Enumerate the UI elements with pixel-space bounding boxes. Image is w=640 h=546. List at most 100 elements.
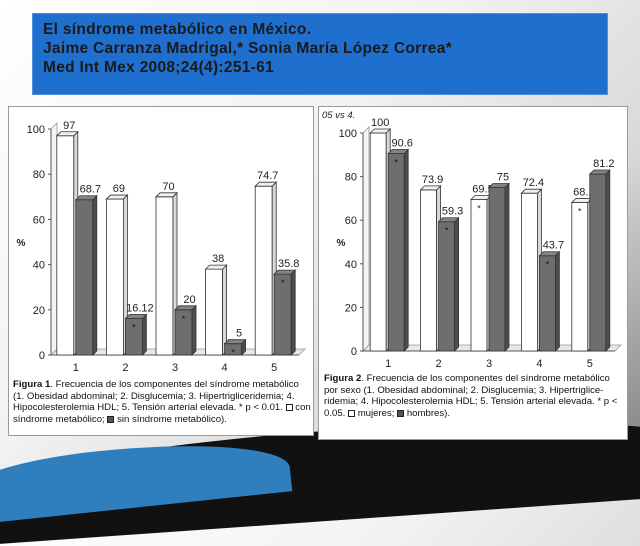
- bar-top: [254, 181, 278, 187]
- significance-asterisk: *: [546, 260, 550, 270]
- bar: [369, 132, 387, 352]
- bar-top: [387, 149, 410, 154]
- figure-1-legend-dark: sin síndrome metabólico).: [117, 413, 227, 425]
- bar: [438, 221, 455, 352]
- y-tick-label: 20: [33, 305, 45, 317]
- significance-asterisk: *: [182, 314, 186, 324]
- data-label: 20: [183, 294, 195, 306]
- bar-side: [222, 264, 227, 356]
- bar-side: [191, 304, 197, 356]
- legend-white-swatch: [285, 404, 293, 412]
- data-label: 43.7: [543, 240, 564, 252]
- data-label: 68.1: [573, 187, 594, 199]
- significance-asterisk: *: [394, 157, 398, 167]
- bar: [205, 268, 224, 356]
- bar-side: [290, 269, 296, 356]
- slide-title-box: El síndrome metabólico en México. Jaime …: [32, 13, 608, 95]
- data-label: 35.8: [278, 258, 299, 270]
- bar-top: [588, 169, 611, 175]
- data-label: 5: [236, 328, 242, 340]
- data-label: 97: [63, 120, 75, 132]
- figure-2-legend-white: mujeres;: [357, 407, 395, 419]
- bar-top: [105, 194, 129, 200]
- significance-asterisk: *: [578, 207, 582, 217]
- bar: [387, 153, 405, 352]
- x-tick-label: 4: [222, 362, 228, 374]
- bar-top: [520, 188, 543, 194]
- y-tick-label: 0: [351, 346, 357, 358]
- figure-2-caption-text: . Frecuencia de los componentes del sínd…: [324, 373, 618, 419]
- x-tick-label: 5: [271, 362, 277, 374]
- figure-2-legend-dark: hombres).: [406, 407, 451, 419]
- figure-1-caption: Figura 1. Frecuencia de los componentes …: [13, 379, 311, 425]
- significance-asterisk: *: [132, 323, 136, 333]
- bar-top: [124, 314, 148, 319]
- bar-side: [504, 182, 510, 352]
- bar: [106, 198, 124, 356]
- bar-top: [204, 264, 228, 270]
- data-label: 38: [212, 253, 224, 265]
- data-label: 16.12: [126, 303, 154, 315]
- title-line-3: Med Int Mex 2008;24(4):251-61: [43, 59, 274, 76]
- data-label: 70: [162, 181, 174, 193]
- data-label: 100: [371, 117, 389, 129]
- x-tick-label: 4: [536, 358, 542, 370]
- y-axis-label: %: [17, 238, 26, 249]
- title-line-1: El síndrome metabólico en México.: [43, 21, 312, 38]
- figure-2-top-note: 05 vs 4.: [322, 110, 356, 121]
- data-label: 75: [497, 172, 509, 184]
- data-label: 73.9: [422, 174, 443, 186]
- y-tick-label: 40: [345, 259, 357, 271]
- bar-side: [142, 313, 147, 356]
- bar: [488, 187, 506, 352]
- figure-1-caption-text: . Frecuencia de los componentes del sínd…: [13, 379, 299, 414]
- bar: [254, 185, 273, 356]
- data-label: 90.6: [391, 137, 412, 149]
- data-label: 81.2: [593, 158, 614, 170]
- bar-top: [174, 305, 197, 311]
- chart-side-wall: [50, 122, 58, 356]
- legend-dark-swatch: [107, 415, 115, 423]
- bar-top: [155, 192, 178, 198]
- y-tick-label: 80: [33, 169, 45, 181]
- data-label: 74.7: [257, 170, 278, 182]
- data-label: 72.4: [523, 177, 544, 189]
- legend-dark-swatch: [397, 409, 405, 417]
- figure-1-panel: 0 20 40 60 80 100% 1 97 68.7 2 69 16.12 * 3 70 20 * 4 38 5 *…: [8, 106, 314, 436]
- title-line-2: Jaime Carranza Madrigal,* Sonia María Ló…: [43, 40, 452, 57]
- bar-top: [223, 339, 247, 345]
- bar-side: [403, 148, 409, 352]
- figure-2-caption-title: Figura 2: [324, 373, 362, 384]
- y-tick-label: 60: [345, 215, 357, 227]
- figure-2-chart: 020406080100%110090.6*273.959.3*369.5*75…: [337, 117, 622, 370]
- bar-top: [538, 251, 561, 257]
- data-label: 69.5: [472, 183, 493, 195]
- bar-side: [555, 250, 560, 352]
- bar-top: [437, 217, 460, 223]
- data-label: 68.7: [80, 184, 101, 196]
- figure-1-legend-white: con síndrome metabólico;: [13, 402, 311, 425]
- bar-top: [369, 128, 392, 134]
- chart-side-wall: [362, 126, 370, 352]
- bar: [589, 173, 607, 352]
- bar-side: [605, 169, 611, 352]
- y-tick-label: 60: [33, 214, 45, 226]
- bar-top: [488, 183, 510, 188]
- significance-asterisk: *: [477, 203, 481, 213]
- y-tick-label: 80: [345, 172, 357, 184]
- bar: [470, 199, 488, 352]
- bar-top: [273, 269, 297, 275]
- y-tick-label: 20: [345, 302, 357, 314]
- y-tick-label: 40: [33, 260, 45, 272]
- legend-white-swatch: [348, 409, 356, 417]
- significance-asterisk: *: [445, 226, 449, 236]
- y-axis-label: %: [337, 238, 346, 249]
- bar: [538, 255, 556, 352]
- y-tick-label: 100: [27, 124, 45, 136]
- figure-1-caption-title: Figura 1: [13, 379, 51, 390]
- significance-asterisk: *: [281, 278, 285, 288]
- significance-asterisk: *: [231, 348, 235, 358]
- bar-top: [419, 185, 442, 191]
- bar: [571, 202, 589, 352]
- bar: [75, 199, 94, 356]
